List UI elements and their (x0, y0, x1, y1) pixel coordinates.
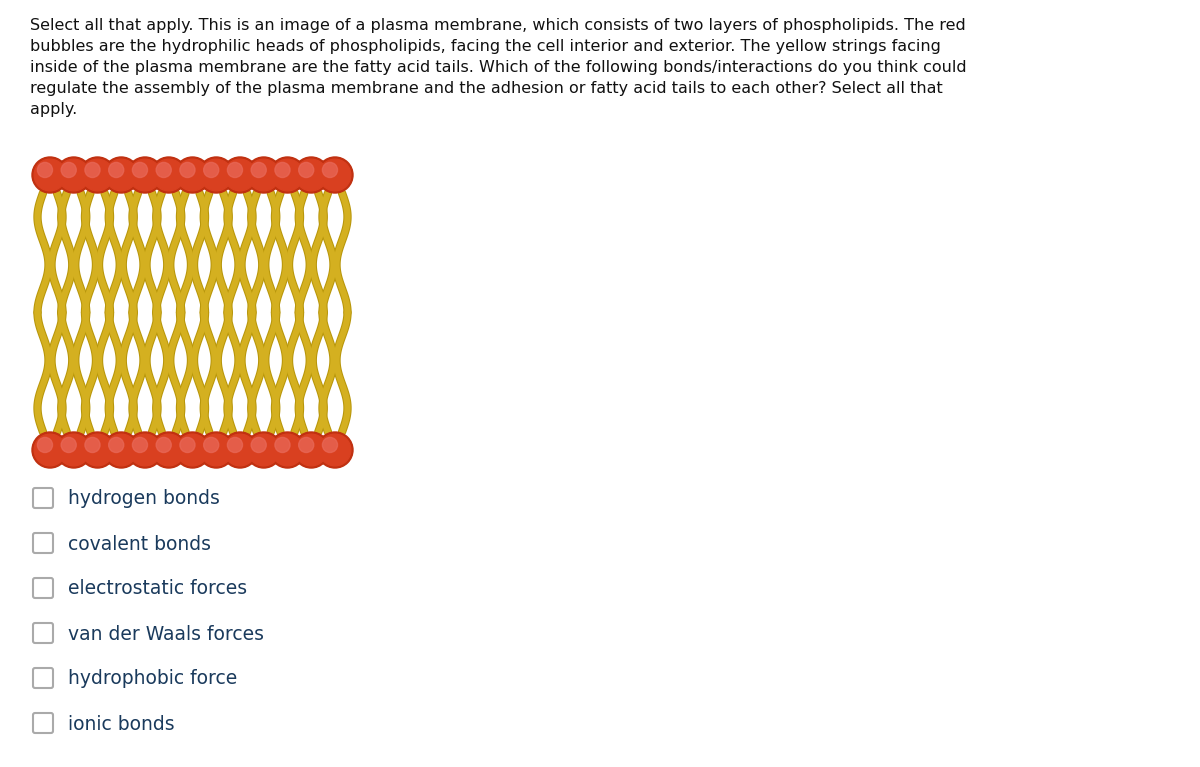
FancyBboxPatch shape (34, 578, 53, 598)
Circle shape (82, 160, 113, 191)
Circle shape (323, 163, 337, 177)
Circle shape (224, 434, 256, 466)
Circle shape (271, 434, 304, 466)
Circle shape (37, 163, 53, 177)
Circle shape (152, 434, 185, 466)
Circle shape (130, 434, 161, 466)
Circle shape (79, 432, 115, 468)
Circle shape (275, 437, 290, 453)
Circle shape (198, 432, 234, 468)
Circle shape (132, 437, 148, 453)
FancyBboxPatch shape (34, 623, 53, 643)
Circle shape (176, 434, 209, 466)
Circle shape (271, 160, 304, 191)
Circle shape (204, 437, 218, 453)
Circle shape (222, 432, 258, 468)
Circle shape (61, 437, 77, 453)
Circle shape (130, 160, 161, 191)
Circle shape (319, 160, 350, 191)
Circle shape (82, 434, 113, 466)
Circle shape (248, 434, 280, 466)
Circle shape (228, 437, 242, 453)
Text: electrostatic forces: electrostatic forces (68, 580, 247, 598)
Circle shape (32, 432, 68, 468)
FancyBboxPatch shape (34, 668, 53, 688)
Circle shape (180, 437, 196, 453)
Circle shape (151, 157, 187, 193)
Circle shape (127, 432, 163, 468)
Circle shape (34, 434, 66, 466)
Circle shape (132, 163, 148, 177)
FancyBboxPatch shape (34, 533, 53, 553)
Circle shape (174, 157, 210, 193)
FancyBboxPatch shape (34, 713, 53, 733)
Circle shape (127, 157, 163, 193)
Circle shape (200, 434, 232, 466)
Circle shape (176, 160, 209, 191)
Text: covalent bonds: covalent bonds (68, 535, 211, 554)
Circle shape (156, 163, 172, 177)
Text: van der Waals forces: van der Waals forces (68, 624, 264, 644)
Circle shape (109, 437, 124, 453)
Circle shape (224, 160, 256, 191)
Circle shape (151, 432, 187, 468)
Circle shape (198, 157, 234, 193)
Circle shape (293, 157, 329, 193)
Circle shape (275, 163, 290, 177)
Circle shape (180, 163, 196, 177)
Circle shape (251, 163, 266, 177)
Circle shape (32, 157, 68, 193)
Circle shape (222, 157, 258, 193)
Circle shape (37, 437, 53, 453)
Circle shape (103, 157, 139, 193)
Circle shape (317, 157, 353, 193)
Circle shape (61, 163, 77, 177)
Circle shape (106, 434, 137, 466)
Circle shape (204, 163, 218, 177)
Text: hydrogen bonds: hydrogen bonds (68, 489, 220, 509)
Circle shape (246, 432, 282, 468)
Circle shape (248, 160, 280, 191)
Circle shape (270, 157, 306, 193)
Circle shape (319, 434, 350, 466)
Circle shape (246, 157, 282, 193)
Circle shape (299, 437, 313, 453)
Circle shape (174, 432, 210, 468)
Circle shape (85, 437, 100, 453)
Circle shape (251, 437, 266, 453)
Circle shape (156, 437, 172, 453)
Circle shape (58, 434, 90, 466)
Circle shape (200, 160, 232, 191)
Circle shape (270, 432, 306, 468)
Circle shape (317, 432, 353, 468)
Circle shape (55, 157, 91, 193)
Circle shape (103, 432, 139, 468)
Text: Select all that apply. This is an image of a plasma membrane, which consists of : Select all that apply. This is an image … (30, 18, 967, 117)
Circle shape (295, 160, 328, 191)
Circle shape (228, 163, 242, 177)
Circle shape (79, 157, 115, 193)
Circle shape (58, 160, 90, 191)
Circle shape (106, 160, 137, 191)
Circle shape (152, 160, 185, 191)
Circle shape (323, 437, 337, 453)
Text: hydrophobic force: hydrophobic force (68, 670, 238, 689)
FancyBboxPatch shape (34, 488, 53, 508)
Circle shape (299, 163, 313, 177)
Circle shape (55, 432, 91, 468)
Circle shape (109, 163, 124, 177)
Circle shape (85, 163, 100, 177)
Circle shape (295, 434, 328, 466)
Circle shape (34, 160, 66, 191)
Text: ionic bonds: ionic bonds (68, 715, 175, 733)
Circle shape (293, 432, 329, 468)
